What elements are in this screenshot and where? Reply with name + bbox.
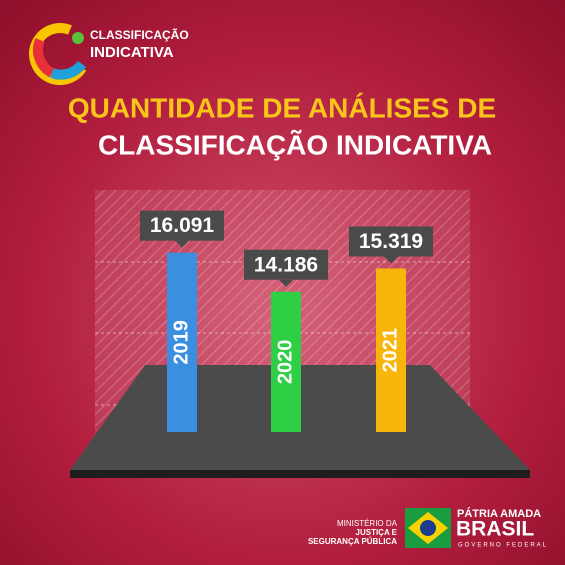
value-label-pointer	[384, 256, 398, 264]
value-label: 15.319	[359, 230, 423, 253]
value-label-pointer	[279, 279, 293, 287]
logo-dot	[72, 32, 84, 44]
logo-text: INDICATIVA	[90, 44, 174, 61]
chart-subtitle: CLASSIFICAÇÃO INDICATIVA	[98, 129, 492, 160]
ministry-text: SEGURANÇA PÚBLICA	[308, 537, 397, 546]
category-label: 2019	[170, 320, 192, 365]
ministry-text: JUSTIÇA E	[356, 528, 398, 537]
bar	[167, 252, 197, 432]
flag-circle	[420, 520, 436, 536]
logo-text: CLASSIFICAÇÃO	[90, 27, 189, 42]
category-label: 2020	[274, 340, 296, 385]
value-label-box	[244, 249, 328, 280]
chart-title: QUANTIDADE DE ANÁLISES DE	[68, 92, 496, 123]
brand-text: GOVERNO FEDERAL	[458, 543, 548, 549]
platform-edge	[70, 470, 530, 478]
logo-arc	[33, 38, 55, 78]
bars: 2019 16.091 2020 14.186 2021 15.319	[140, 210, 433, 432]
bar	[376, 268, 406, 432]
logo: CLASSIFICAÇÃO INDICATIVA	[29, 23, 189, 86]
value-label-pointer	[175, 240, 189, 248]
footer: MINISTÉRIO DA JUSTIÇA E SEGURANÇA PÚBLIC…	[308, 507, 548, 549]
ministry-text: MINISTÉRIO DA	[337, 519, 398, 528]
value-label: 14.186	[254, 253, 318, 276]
bar	[271, 291, 301, 432]
category-label: 2021	[379, 328, 401, 373]
brand-text: PÁTRIA AMADA	[457, 507, 541, 520]
value-label: 16.091	[150, 214, 215, 237]
brand-text: BRASIL	[456, 518, 534, 541]
value-label-box	[349, 226, 433, 257]
logo-arc	[50, 60, 87, 80]
value-label-box	[140, 210, 224, 241]
